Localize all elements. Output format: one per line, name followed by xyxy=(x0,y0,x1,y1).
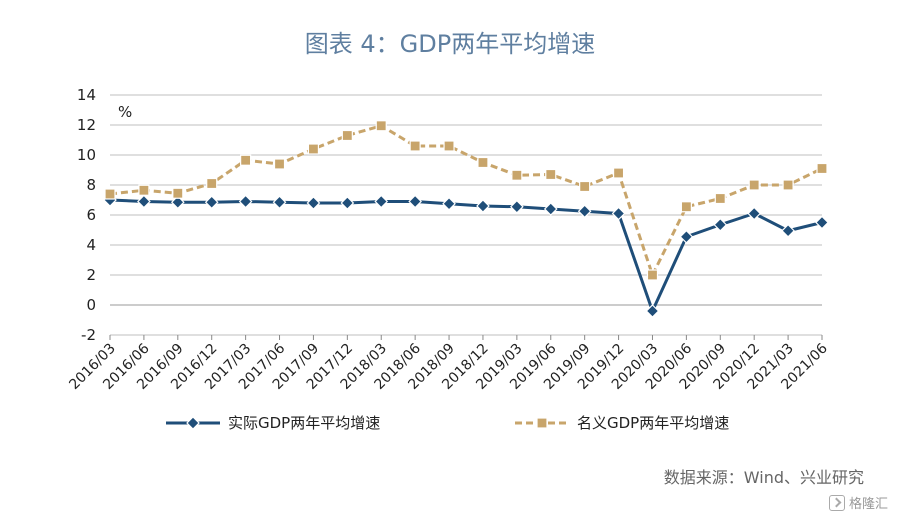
data-point-real xyxy=(340,196,355,210)
legend-swatch-real xyxy=(166,415,220,430)
series-line-nominal xyxy=(109,124,823,277)
data-point-real xyxy=(577,204,592,219)
legend-label-nominal: 名义GDP两年平均增速 xyxy=(577,414,730,432)
data-point-real xyxy=(204,195,219,210)
source-note: 数据来源：Wind、兴业研究 xyxy=(663,468,864,487)
data-point-real xyxy=(645,304,660,318)
watermark-logo-icon xyxy=(828,494,845,511)
legend-item-real: 实际GDP两年平均增速 xyxy=(166,412,380,433)
y-tick-label: 10 xyxy=(77,146,96,164)
data-point-real xyxy=(272,195,287,210)
data-point-nominal xyxy=(612,167,625,179)
watermark-text: 格隆汇 xyxy=(848,497,888,512)
data-point-nominal xyxy=(240,154,252,166)
data-point-real xyxy=(611,206,626,221)
data-point-nominal xyxy=(273,158,286,170)
data-point-real xyxy=(747,206,762,221)
data-point-nominal xyxy=(172,187,184,199)
legend-swatch-nominal xyxy=(515,416,569,429)
watermark: 格隆汇 xyxy=(828,493,888,512)
data-point-nominal xyxy=(443,140,455,152)
data-point-nominal xyxy=(680,201,692,213)
data-point-nominal xyxy=(206,177,218,190)
data-point-nominal xyxy=(714,192,726,205)
data-point-nominal xyxy=(341,129,353,142)
y-tick-label: 14 xyxy=(77,86,96,104)
y-tick-label: 8 xyxy=(86,176,96,194)
data-point-nominal xyxy=(477,156,489,169)
data-point-real xyxy=(137,194,151,209)
data-point-nominal xyxy=(816,162,828,175)
data-point-nominal xyxy=(748,179,760,191)
data-point-nominal xyxy=(104,188,116,200)
y-tick-label: 2 xyxy=(86,266,96,284)
data-point-nominal xyxy=(375,120,387,132)
data-point-nominal xyxy=(646,269,659,281)
y-tick-label: -2 xyxy=(81,326,96,344)
y-tick-label: 6 xyxy=(86,206,96,224)
data-point-real xyxy=(815,215,829,230)
legend-label-real: 实际GDP两年平均增速 xyxy=(228,414,381,432)
legend-item-nominal: 名义GDP两年平均增速 xyxy=(515,412,729,433)
series-line-real xyxy=(109,198,823,313)
data-point-real xyxy=(476,199,490,213)
data-point-nominal xyxy=(307,143,320,155)
data-point-real xyxy=(306,196,321,210)
data-point-nominal xyxy=(579,180,591,193)
data-point-nominal xyxy=(511,169,523,181)
data-point-real xyxy=(713,217,728,232)
y-tick-label: 12 xyxy=(77,116,96,134)
y-unit-label: % xyxy=(118,103,132,121)
data-point-nominal xyxy=(545,168,557,181)
data-point-real xyxy=(679,229,694,244)
data-point-nominal xyxy=(409,140,421,152)
data-point-real xyxy=(510,199,524,214)
chart-title: 图表 4：GDP两年平均增速 xyxy=(304,30,596,58)
data-point-real xyxy=(374,194,389,209)
data-point-real xyxy=(408,194,422,209)
data-point-real xyxy=(442,196,456,211)
data-point-real xyxy=(781,223,795,238)
data-point-real xyxy=(543,202,558,216)
y-tick-label: 0 xyxy=(86,296,96,314)
data-point-real xyxy=(238,194,253,209)
data-point-nominal xyxy=(138,184,150,196)
data-point-real xyxy=(170,195,185,210)
data-point-nominal xyxy=(782,179,794,191)
y-tick-label: 4 xyxy=(86,236,96,254)
